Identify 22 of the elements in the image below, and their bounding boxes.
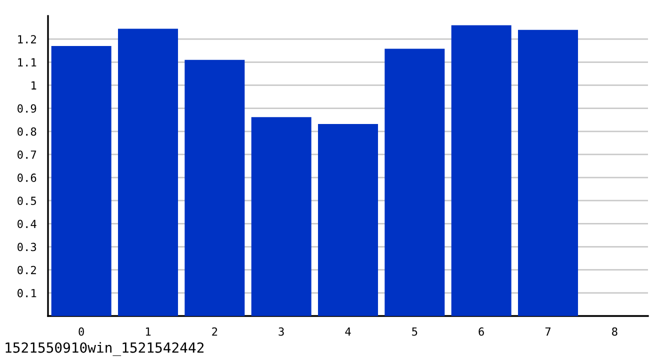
- x-tick-label: 8: [612, 327, 618, 336]
- text: 1521550910win_1521542442: [6, 342, 204, 356]
- x-tick-label: 0: [78, 327, 84, 336]
- x-tick-label: 6: [478, 327, 484, 336]
- y-tick-label: 1: [32, 81, 36, 90]
- y-tick-label: 0.6: [18, 174, 36, 182]
- y-tick-label: 0.9: [18, 104, 36, 113]
- y-tick-label: 0.2: [18, 266, 36, 274]
- x-tick-label: 5: [412, 328, 418, 336]
- y-tick-label: 1.2: [18, 35, 36, 44]
- x-tick-label: 3: [278, 327, 284, 336]
- y-tick-label: 1.1: [18, 58, 36, 66]
- x-tick-label: 1: [146, 328, 151, 336]
- x-tick-label: 7: [545, 328, 551, 336]
- y-tick-label: 0.5: [18, 196, 36, 206]
- y-tick-label: 0.4: [18, 220, 36, 228]
- x-tick-label: 4: [345, 328, 351, 336]
- y-tick-label: 0.3: [18, 242, 36, 252]
- y-tick-label: 0.8: [18, 127, 36, 136]
- x-tick-label: 2: [212, 327, 218, 336]
- y-tick-label: 0.7: [18, 150, 36, 159]
- y-tick-label: 0.1: [18, 288, 36, 298]
